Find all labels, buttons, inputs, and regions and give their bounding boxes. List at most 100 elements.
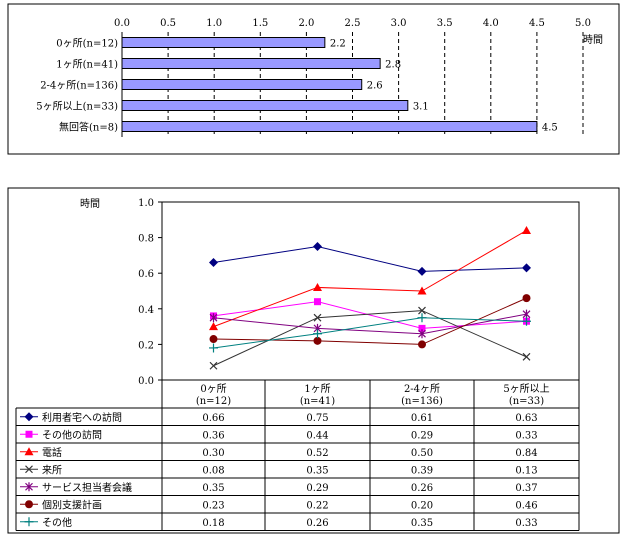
series-marker bbox=[418, 306, 426, 315]
bar-tick-label: 4.5 bbox=[529, 18, 545, 29]
series-marker bbox=[313, 329, 322, 339]
bar-data-label: 4.5 bbox=[542, 123, 558, 134]
series-line bbox=[213, 230, 527, 328]
bar-tick-label: 1.0 bbox=[206, 18, 222, 29]
series-marker bbox=[313, 336, 322, 345]
table-value: 0.22 bbox=[306, 500, 328, 511]
legend-series-name: その他 bbox=[42, 516, 72, 529]
line-chart-unit-label: 時間 bbox=[80, 198, 100, 210]
table-value: 0.08 bbox=[202, 465, 224, 476]
table-header-label: 2-4ヶ所 bbox=[404, 383, 440, 395]
series-marker bbox=[209, 335, 218, 344]
series-line bbox=[213, 317, 527, 349]
table-header-sublabel: (n=12) bbox=[196, 396, 231, 407]
legend-series-name: 個別支援計画 bbox=[42, 498, 102, 511]
series-marker bbox=[25, 500, 33, 509]
series-marker bbox=[417, 313, 427, 323]
series-marker bbox=[522, 316, 531, 326]
table-value: 0.66 bbox=[202, 413, 224, 424]
series-marker bbox=[522, 352, 531, 361]
series-marker bbox=[25, 482, 33, 492]
y-tick-label: 0.0 bbox=[138, 376, 154, 387]
table-value: 0.29 bbox=[306, 483, 328, 494]
bar-data-label: 2.6 bbox=[367, 81, 383, 92]
table-value: 0.23 bbox=[202, 500, 224, 511]
legend-series-name: 利用者宅への訪問 bbox=[42, 411, 122, 424]
bar-chart-unit-label: 時間 bbox=[583, 34, 603, 46]
table-value: 0.33 bbox=[515, 430, 537, 441]
bar-tick-label: 5.0 bbox=[575, 18, 591, 29]
bar-data-label: 2.8 bbox=[385, 60, 401, 71]
series-marker bbox=[209, 361, 218, 370]
legend-series-name: 来所 bbox=[42, 464, 62, 476]
table-header-sublabel: (n=136) bbox=[401, 396, 443, 407]
bar bbox=[121, 79, 363, 90]
legend-series-name: その他の訪問 bbox=[42, 428, 102, 441]
series-marker bbox=[417, 266, 427, 276]
table-value: 0.26 bbox=[411, 483, 433, 494]
bar-tick-label: 4.0 bbox=[483, 18, 499, 29]
series-line bbox=[213, 310, 527, 367]
series-marker bbox=[24, 517, 34, 527]
table-value: 0.30 bbox=[202, 448, 224, 459]
table-value: 0.50 bbox=[411, 448, 433, 459]
y-tick-label: 0.6 bbox=[138, 269, 154, 280]
y-tick-label: 0.4 bbox=[138, 305, 154, 316]
table-value: 0.39 bbox=[411, 465, 433, 476]
table-value: 0.61 bbox=[411, 413, 433, 424]
bar-data-label: 3.1 bbox=[413, 102, 429, 113]
bar-data-label: 2.2 bbox=[330, 39, 346, 50]
series-marker bbox=[209, 322, 218, 331]
bar bbox=[121, 100, 409, 111]
table-header-label: 5ヶ所以上 bbox=[503, 383, 549, 395]
table-value: 0.36 bbox=[202, 430, 224, 441]
bar-tick-label: 1.5 bbox=[252, 18, 268, 29]
bar-category-label: 2-4ヶ所(n=136) bbox=[40, 80, 118, 92]
table-value: 0.26 bbox=[306, 518, 328, 529]
bar-category-label: 1ヶ所(n=41) bbox=[56, 59, 118, 71]
series-marker bbox=[522, 225, 531, 234]
series-marker bbox=[25, 430, 33, 438]
legend-series-name: サービス担当者会議 bbox=[42, 481, 132, 494]
bar bbox=[121, 58, 381, 69]
table-header-label: 1ヶ所 bbox=[304, 383, 330, 395]
bar-chart: 0.0 0.5 1.0 1.5 2.0 2.5 3.0 3.5 4.0 4.5 5.0 0ヶ所(n=… bbox=[7, 3, 620, 155]
table-value: 0.29 bbox=[411, 430, 433, 441]
table-value: 0.20 bbox=[411, 500, 433, 511]
table-value: 0.84 bbox=[515, 448, 537, 459]
table-value: 0.35 bbox=[411, 518, 433, 529]
table-value: 0.52 bbox=[306, 448, 328, 459]
table-value: 0.35 bbox=[202, 483, 224, 494]
table-value: 0.18 bbox=[202, 518, 224, 529]
series-marker bbox=[417, 286, 427, 295]
table-value: 0.37 bbox=[515, 483, 537, 494]
y-tick-label: 0.2 bbox=[138, 340, 154, 351]
bar-tick-label: 0.5 bbox=[160, 18, 176, 29]
bar bbox=[121, 121, 538, 132]
bar-tick-label: 3.0 bbox=[391, 18, 407, 29]
table-value: 0.35 bbox=[306, 465, 328, 476]
series-line bbox=[213, 297, 527, 345]
series-marker bbox=[522, 294, 531, 303]
series-marker bbox=[24, 447, 34, 456]
bar-category-label: 5ヶ所以上(n=33) bbox=[36, 101, 118, 113]
table-header-sublabel: (n=41) bbox=[300, 396, 335, 407]
line-chart-frame bbox=[7, 187, 620, 534]
table-header-sublabel: (n=33) bbox=[509, 396, 544, 407]
series-marker bbox=[522, 263, 531, 273]
series-marker bbox=[313, 282, 322, 291]
series-marker bbox=[418, 329, 426, 339]
bar-tick-label: 3.5 bbox=[437, 18, 453, 29]
table-header-label: 0ヶ所 bbox=[200, 383, 226, 395]
table-value: 0.75 bbox=[306, 413, 328, 424]
table-value: 0.63 bbox=[515, 413, 537, 424]
bar-category-label: 無回答(n=8) bbox=[59, 121, 118, 134]
series-marker bbox=[418, 324, 426, 332]
bar bbox=[121, 37, 326, 48]
series-marker bbox=[313, 313, 322, 322]
series-marker bbox=[24, 412, 34, 422]
legend-series-name: 電話 bbox=[42, 446, 62, 459]
table-value: 0.46 bbox=[515, 500, 537, 511]
series-marker bbox=[25, 465, 33, 474]
